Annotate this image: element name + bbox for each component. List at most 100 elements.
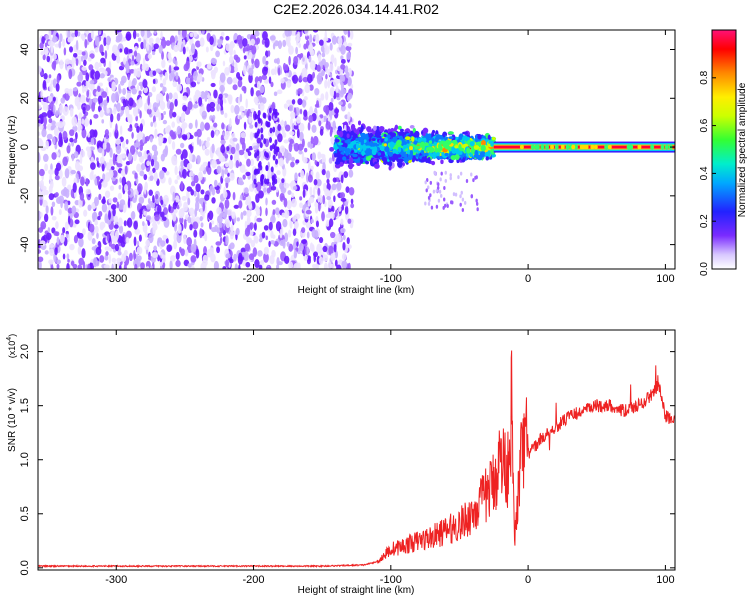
spectrogram-cell	[305, 221, 312, 229]
spectrogram-cell	[87, 132, 91, 138]
spectrogram-cell	[325, 91, 329, 101]
spectrogram-cell	[304, 34, 310, 41]
spectrogram-cell	[229, 117, 232, 128]
spectrogram-cell	[232, 191, 236, 201]
spectrogram-cell	[346, 237, 350, 245]
spectrogram-cell	[574, 144, 579, 150]
spectrogram-cell	[254, 30, 260, 37]
spectrogram-cell	[75, 132, 78, 140]
spectrogram-cell	[119, 48, 123, 53]
spectrogram-cell	[68, 88, 74, 97]
spectrogram-cell	[274, 178, 278, 185]
spectrogram-cell	[218, 151, 223, 162]
spectrogram-cell	[239, 93, 243, 103]
spectrogram-cell	[98, 210, 103, 217]
spectrogram-cell	[148, 189, 153, 196]
spectrogram-cell	[443, 197, 446, 202]
spectrogram-cell	[128, 48, 133, 54]
spectrogram-cell	[315, 171, 320, 181]
spectrogram-cell	[209, 36, 214, 45]
spectrogram-cell	[186, 186, 193, 192]
spectrogram-cell	[216, 207, 222, 215]
spectrogram-cell	[110, 166, 115, 171]
spectrogram-cell	[285, 72, 289, 77]
spectrogram-cell	[313, 34, 317, 40]
spectrogram-cell	[409, 146, 414, 151]
spectrogram-cell	[173, 239, 178, 250]
spectrogram-cell	[329, 63, 334, 73]
spectrogram-cell	[195, 248, 200, 259]
spectrogram-cell	[244, 151, 248, 159]
spectrogram-cell	[54, 175, 60, 181]
spectrogram-cell	[282, 132, 287, 138]
spectrogram-cell	[46, 133, 53, 140]
spectrogram-cell	[163, 86, 167, 93]
spectrogram-cell	[156, 93, 160, 104]
spectrogram-cell	[113, 224, 119, 229]
spectrogram-cell	[437, 182, 440, 187]
snr-multiplier-base: (x10	[7, 341, 17, 359]
spectrogram-cell	[251, 57, 254, 65]
spectrogram-cell	[59, 33, 63, 43]
spectrogram-cell	[256, 217, 263, 223]
spectrogram-cell	[321, 155, 326, 165]
spectrogram-cell	[354, 137, 359, 142]
spectrogram-cell	[288, 45, 294, 55]
spectrogram-cell	[410, 136, 415, 143]
spectrogram-cell	[329, 73, 333, 78]
spectrogram-cell	[123, 263, 127, 269]
spectrogram-cell	[74, 219, 80, 225]
spectrogram-cell	[277, 123, 282, 132]
spectrogram-cell	[91, 168, 94, 177]
spectrogram-cell	[49, 180, 54, 189]
spectrogram-cell	[254, 58, 260, 69]
spectrogram-cell	[247, 151, 252, 157]
spectrogram-cell	[296, 116, 301, 124]
spectrogram-cell	[53, 62, 56, 71]
spectrogram-cell	[265, 60, 269, 65]
spectrogram-cell	[272, 154, 276, 161]
spectrogram-cell	[236, 34, 243, 45]
spectrogram-cell	[287, 229, 292, 238]
spectrogram-cell	[477, 134, 482, 140]
spectrogram-cell	[308, 161, 311, 172]
spectrogram-cell	[159, 83, 164, 88]
spectrogram-cell	[51, 215, 57, 221]
spectrogram-cell	[327, 261, 332, 269]
spectrogram-cell	[233, 253, 237, 262]
spectrogram-cell	[76, 81, 82, 87]
spectrogram-cell	[480, 144, 486, 152]
spectrogram-cell	[415, 154, 419, 158]
spectrogram-cell	[325, 73, 328, 80]
spectrogram-cell	[352, 134, 356, 141]
spectrogram-frame	[37, 29, 676, 270]
spectrogram-cell	[52, 96, 56, 102]
spectrogram-cell	[342, 234, 346, 241]
spectrogram-cell	[296, 30, 302, 33]
spectrogram-cell	[150, 158, 155, 167]
spectrogram-cell	[253, 222, 257, 231]
spectrogram-cell	[469, 141, 475, 147]
spectrogram-cell	[199, 37, 205, 47]
spectrogram-cell	[167, 135, 172, 145]
spectrogram-cell	[260, 133, 264, 140]
spectrogram-cell	[127, 152, 133, 162]
spectrogram-cell	[111, 263, 114, 269]
spectrogram-cell	[99, 156, 105, 164]
spectrogram-cell	[316, 64, 321, 72]
spectrogram-cell	[196, 128, 202, 138]
spectrogram-cell	[228, 55, 234, 64]
spectrogram-cell	[301, 227, 306, 234]
spectrogram-cell	[161, 50, 164, 60]
spectrogram-cell	[347, 262, 351, 269]
spectrogram-cell	[39, 71, 44, 76]
spectrogram-cell	[283, 103, 288, 109]
spectrogram-cell	[144, 63, 150, 72]
spectrogram-cell	[155, 37, 161, 44]
spectrogram-cell	[258, 190, 264, 199]
spectrogram-cell	[234, 66, 239, 72]
spectrogram-cell	[194, 207, 198, 217]
spectrogram-cell	[349, 30, 354, 40]
spectrogram-cell	[331, 35, 337, 45]
spectrogram-cell	[42, 54, 46, 61]
